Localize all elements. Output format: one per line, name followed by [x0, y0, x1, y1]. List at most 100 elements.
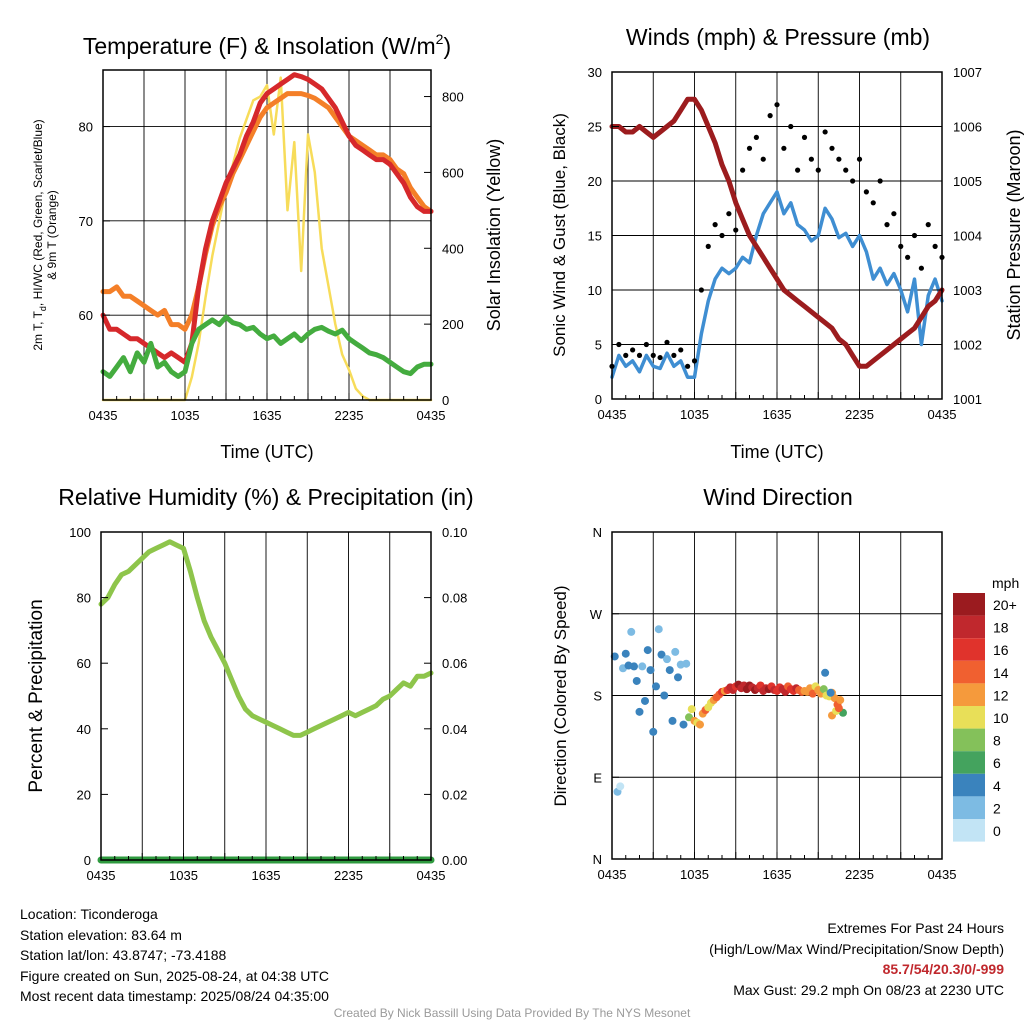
x-tick-label: 1035 — [171, 408, 200, 423]
legend-label: 14 — [993, 665, 1009, 681]
y2-tick-label: 1002 — [953, 338, 982, 353]
gust-point — [898, 243, 904, 249]
location-text: Location: Ticonderoga — [20, 906, 158, 922]
direction-point — [819, 685, 828, 694]
gust-point — [850, 178, 856, 184]
gust-point — [691, 358, 698, 364]
y2-tick-label: 0.10 — [442, 525, 467, 540]
legend-swatch — [953, 796, 985, 819]
y2-tick-label: 400 — [442, 241, 464, 256]
direction-point — [635, 707, 644, 716]
y2-tick-label: 0.04 — [442, 722, 467, 737]
winds-title: Winds (mph) & Pressure (mb) — [626, 24, 930, 50]
gust-point — [911, 232, 918, 239]
gust-point — [733, 227, 739, 233]
extremes-info: Extremes For Past 24 Hours (High/Low/Max… — [709, 918, 1004, 1000]
gust-point — [671, 352, 677, 358]
gust-point — [891, 211, 897, 217]
gust-point — [815, 167, 821, 173]
legend-label: 18 — [993, 620, 1009, 636]
temperature-2m-line — [100, 72, 434, 365]
legend-title: mph — [992, 575, 1019, 591]
x-tick-label: 1035 — [680, 407, 709, 422]
temperature-panel: Temperature (F) & Insolation (W/m2) 0435… — [31, 31, 504, 462]
y2-tick-label: 0.06 — [442, 656, 467, 671]
legend-label: 12 — [993, 687, 1009, 703]
y-tick-label: 80 — [79, 120, 93, 135]
gust-point — [843, 167, 849, 173]
direction-point — [668, 716, 677, 725]
direction-panel: Wind Direction 0435 1035 1635 2235 0435NESWN… — [551, 484, 1019, 882]
legend-label: 16 — [993, 642, 1009, 658]
x-tick-label: 1635 — [253, 408, 282, 423]
humidity-ticks: 0435 1035 1635 2235 04350204060801000.000.02… — [69, 525, 467, 883]
x-tick-label: 0435 — [417, 408, 446, 423]
y-tick-label: 20 — [77, 787, 91, 802]
x-tick-label: 1035 — [169, 868, 198, 883]
pressure-line — [609, 96, 945, 369]
y-tick-label: 40 — [77, 722, 91, 737]
gust-point — [746, 145, 753, 151]
direction-point — [687, 705, 696, 714]
x-tick-label: 0435 — [417, 868, 446, 883]
gust-point — [650, 352, 656, 358]
y-tick-label: N — [593, 525, 602, 540]
sonic-wind-line — [610, 190, 944, 379]
direction-point — [660, 691, 669, 700]
gust-point — [753, 134, 759, 140]
direction-point — [616, 782, 625, 791]
gust-point — [795, 167, 801, 173]
x-tick-label: 0435 — [598, 407, 627, 422]
y-tick-label: N — [593, 852, 602, 867]
direction-point — [821, 668, 830, 677]
direction-point — [627, 627, 636, 636]
gust-point — [788, 123, 794, 130]
y-tick-label: 60 — [79, 308, 93, 323]
y-tick-label: 80 — [77, 591, 91, 606]
legend-swatch — [953, 615, 985, 639]
station-info: Location: Ticonderoga Station elevation:… — [20, 904, 329, 1007]
y2-tick-label: 1007 — [953, 65, 982, 80]
x-tick-label: 0435 — [928, 867, 957, 882]
winds-grid — [612, 71, 942, 400]
winds-ylabel-right: Station Pressure (Maroon) — [1004, 129, 1024, 340]
y-tick-label: E — [593, 770, 602, 785]
y-tick-label: 5 — [595, 338, 602, 353]
temperature-ylabel-left: 2m T, Td, HI/WC (Red, Green, Scarlet/Blu… — [31, 119, 48, 350]
elevation-text: Station elevation: 83.64 m — [20, 926, 182, 943]
gust-point — [884, 222, 890, 228]
gust-point — [801, 134, 808, 140]
legend-swatch — [953, 593, 985, 616]
direction-point — [643, 646, 652, 655]
extremes-fields: (High/Low/Max Wind/Precipitation/Snow De… — [709, 940, 1004, 957]
direction-points — [610, 625, 847, 796]
legend-swatch — [953, 773, 985, 797]
y-tick-label: S — [593, 689, 602, 704]
recent-text: Most recent data timestamp: 2025/08/24 0… — [20, 988, 329, 1004]
gust-point — [740, 167, 746, 173]
direction-point — [663, 655, 671, 664]
max-gust-text: Max Gust: 29.2 mph On 08/23 at 2230 UTC — [733, 981, 1004, 998]
y-tick-label: 20 — [588, 174, 602, 189]
direction-point — [649, 727, 658, 736]
winds-panel: Winds (mph) & Pressure (mb) 0435 1035 1635… — [550, 24, 1024, 462]
direction-point — [632, 676, 641, 685]
legend-label: 8 — [993, 733, 1001, 749]
insolation-line — [101, 76, 433, 402]
y-tick-label: 15 — [588, 229, 602, 244]
x-tick-label: 0435 — [89, 408, 118, 423]
direction-title: Wind Direction — [703, 484, 853, 510]
x-tick-label: 2235 — [845, 867, 874, 882]
gust-point — [870, 200, 876, 206]
temperature-ylabel-left-line2: & 9m T (Orange) — [45, 190, 59, 280]
legend-swatch — [953, 728, 985, 752]
speed-legend: mph 20+ 18 16 14 12 10 8 6 4 2 0 — [953, 575, 1019, 842]
direction-point — [665, 666, 674, 675]
humidity-ylabel-left: Percent & Precipitation — [26, 599, 47, 792]
winds-series — [609, 96, 945, 379]
x-tick-label: 0435 — [598, 867, 627, 882]
y2-tick-label: 1001 — [953, 392, 982, 407]
legend-label: 4 — [993, 778, 1001, 794]
